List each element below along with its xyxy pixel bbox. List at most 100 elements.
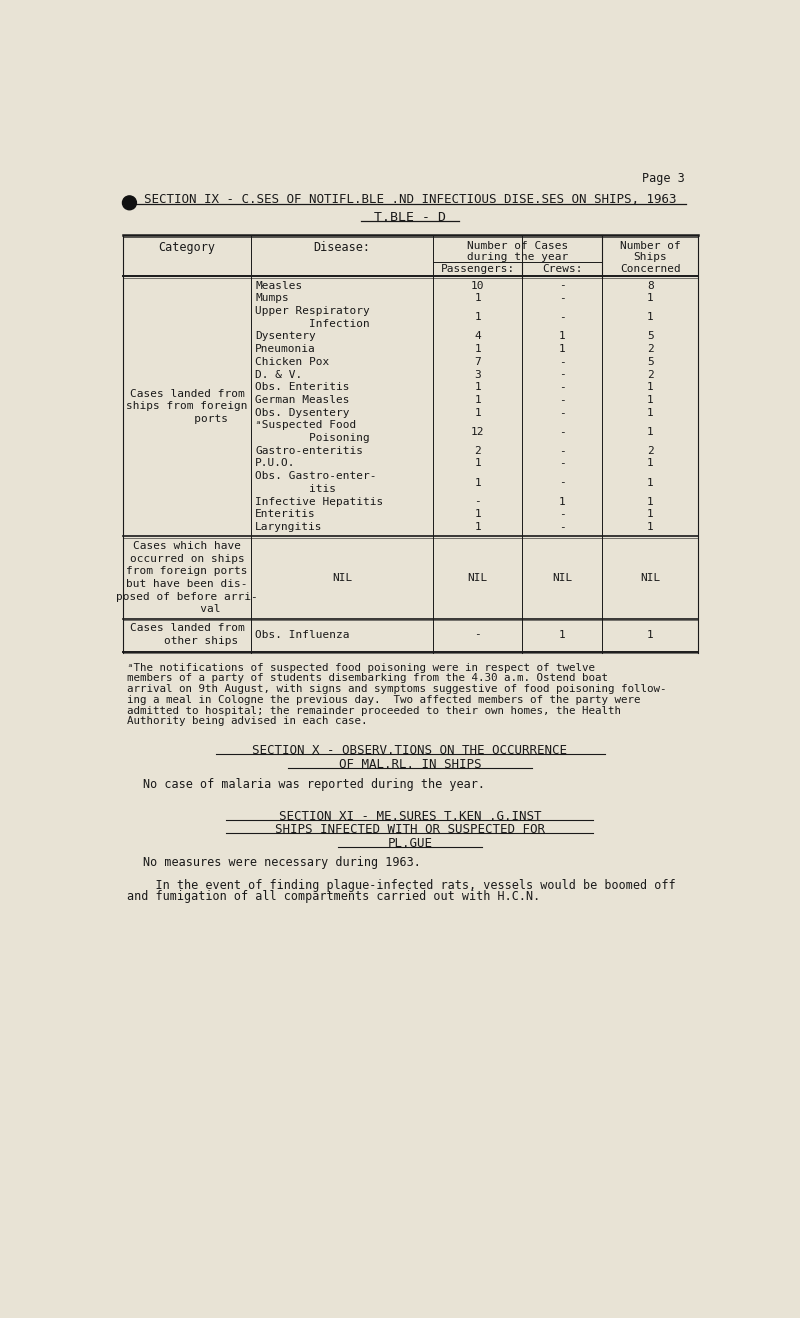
Text: -: - [559, 357, 566, 366]
Text: Infection: Infection [255, 319, 370, 328]
Text: 1: 1 [474, 312, 481, 323]
Text: 2: 2 [647, 445, 654, 456]
Text: 1: 1 [474, 522, 481, 532]
Text: -: - [559, 477, 566, 488]
Text: -: - [559, 459, 566, 468]
Text: ᵃSuspected Food: ᵃSuspected Food [255, 420, 356, 431]
Text: occurred on ships: occurred on ships [130, 554, 245, 564]
Text: Cases landed from: Cases landed from [130, 623, 245, 633]
Text: -: - [559, 445, 566, 456]
Text: Upper Respiratory: Upper Respiratory [255, 306, 370, 316]
Text: Chicken Pox: Chicken Pox [255, 357, 330, 366]
Text: 1: 1 [647, 497, 654, 506]
Text: Category: Category [158, 241, 216, 253]
Text: 1: 1 [647, 630, 654, 639]
Text: No measures were necessary during 1963.: No measures were necessary during 1963. [142, 855, 421, 869]
Text: members of a party of students disembarking from the 4.30 a.m. Ostend boat: members of a party of students disembark… [127, 673, 608, 683]
Text: 3: 3 [474, 369, 481, 380]
Text: Gastro-enteritis: Gastro-enteritis [255, 445, 363, 456]
Text: 1: 1 [647, 477, 654, 488]
Text: Passengers:: Passengers: [441, 265, 515, 274]
Text: Obs. Influenza: Obs. Influenza [255, 630, 350, 639]
Text: Infective Hepatitis: Infective Hepatitis [255, 497, 383, 506]
Text: 5: 5 [647, 331, 654, 341]
Text: 1: 1 [474, 477, 481, 488]
Text: NIL: NIL [468, 572, 488, 583]
Text: Obs. Dysentery: Obs. Dysentery [255, 407, 350, 418]
Text: 1: 1 [559, 344, 566, 355]
Text: 1: 1 [647, 427, 654, 436]
Text: 1: 1 [647, 312, 654, 323]
Text: NIL: NIL [640, 572, 660, 583]
Text: Crews:: Crews: [542, 265, 582, 274]
Text: and fumigation of all compartments carried out with H.C.N.: and fumigation of all compartments carri… [127, 891, 540, 903]
Text: Enteritis: Enteritis [255, 509, 316, 519]
Text: 1: 1 [647, 459, 654, 468]
Text: SECTION IX - C.SES OF NOTIFL.BLE .ND INFECTIOUS DISE.SES ON SHIPS, 1963: SECTION IX - C.SES OF NOTIFL.BLE .ND INF… [144, 192, 676, 206]
Text: Dysentery: Dysentery [255, 331, 316, 341]
Text: 2: 2 [647, 369, 654, 380]
Text: -: - [559, 382, 566, 393]
Text: ing a meal in Cologne the previous day.  Two affected members of the party were: ing a meal in Cologne the previous day. … [127, 695, 641, 705]
Text: D. & V.: D. & V. [255, 369, 302, 380]
Text: 1: 1 [647, 395, 654, 405]
Text: NIL: NIL [332, 572, 352, 583]
Text: Authority being advised in each case.: Authority being advised in each case. [127, 717, 368, 726]
Text: ships from foreign: ships from foreign [126, 401, 248, 411]
Text: Pneumonia: Pneumonia [255, 344, 316, 355]
Text: -: - [559, 369, 566, 380]
Text: -: - [559, 522, 566, 532]
Text: 7: 7 [474, 357, 481, 366]
Text: but have been dis-: but have been dis- [126, 579, 248, 589]
Text: 1: 1 [474, 395, 481, 405]
Text: T.BLE - D: T.BLE - D [374, 211, 446, 224]
Text: SHIPS INFECTED WITH OR SUSPECTED FOR: SHIPS INFECTED WITH OR SUSPECTED FOR [275, 824, 545, 837]
Text: -: - [559, 395, 566, 405]
Text: -: - [559, 281, 566, 290]
Text: PL.GUE: PL.GUE [387, 837, 433, 850]
Text: Measles: Measles [255, 281, 302, 290]
Text: Obs. Enteritis: Obs. Enteritis [255, 382, 350, 393]
Text: -: - [474, 497, 481, 506]
Text: 5: 5 [647, 357, 654, 366]
Text: other ships: other ships [137, 637, 238, 646]
Text: Obs. Gastro-enter-: Obs. Gastro-enter- [255, 471, 377, 481]
Text: OF MAL.RL. IN SHIPS: OF MAL.RL. IN SHIPS [338, 758, 482, 771]
Text: Mumps: Mumps [255, 294, 289, 303]
Text: ports: ports [146, 414, 228, 424]
Text: 1: 1 [559, 497, 566, 506]
Text: -: - [474, 630, 481, 639]
Text: No case of malaria was reported during the year.: No case of malaria was reported during t… [142, 778, 485, 791]
Text: In the event of finding plague-infected rats, vessels would be boomed off: In the event of finding plague-infected … [127, 879, 676, 892]
Text: 1: 1 [559, 331, 566, 341]
Text: val: val [154, 605, 221, 614]
Text: 1: 1 [474, 459, 481, 468]
Text: 1: 1 [647, 509, 654, 519]
Text: 8: 8 [647, 281, 654, 290]
Text: -: - [559, 312, 566, 323]
Text: Laryngitis: Laryngitis [255, 522, 322, 532]
Text: -: - [559, 427, 566, 436]
Text: 1: 1 [647, 522, 654, 532]
Text: Poisoning: Poisoning [255, 434, 370, 443]
Circle shape [122, 196, 137, 210]
Text: 1: 1 [474, 382, 481, 393]
Text: -: - [559, 294, 566, 303]
Text: 10: 10 [471, 281, 485, 290]
Text: from foreign ports: from foreign ports [126, 567, 248, 576]
Text: SECTION XI - ME.SURES T.KEN .G.INST: SECTION XI - ME.SURES T.KEN .G.INST [278, 809, 542, 822]
Text: Cases landed from: Cases landed from [130, 389, 245, 398]
Text: 1: 1 [559, 630, 566, 639]
Text: German Measles: German Measles [255, 395, 350, 405]
Text: Number of
Ships
Concerned: Number of Ships Concerned [620, 241, 681, 274]
Text: SECTION X - OBSERV.TIONS ON THE OCCURRENCE: SECTION X - OBSERV.TIONS ON THE OCCURREN… [253, 745, 567, 757]
Text: 1: 1 [647, 382, 654, 393]
Text: P.U.O.: P.U.O. [255, 459, 295, 468]
Text: 2: 2 [474, 445, 481, 456]
Text: arrival on 9th August, with signs and symptoms suggestive of food poisoning foll: arrival on 9th August, with signs and sy… [127, 684, 666, 695]
Text: -: - [559, 509, 566, 519]
Text: 1: 1 [647, 294, 654, 303]
Text: NIL: NIL [552, 572, 573, 583]
Text: 4: 4 [474, 331, 481, 341]
Text: 1: 1 [474, 509, 481, 519]
